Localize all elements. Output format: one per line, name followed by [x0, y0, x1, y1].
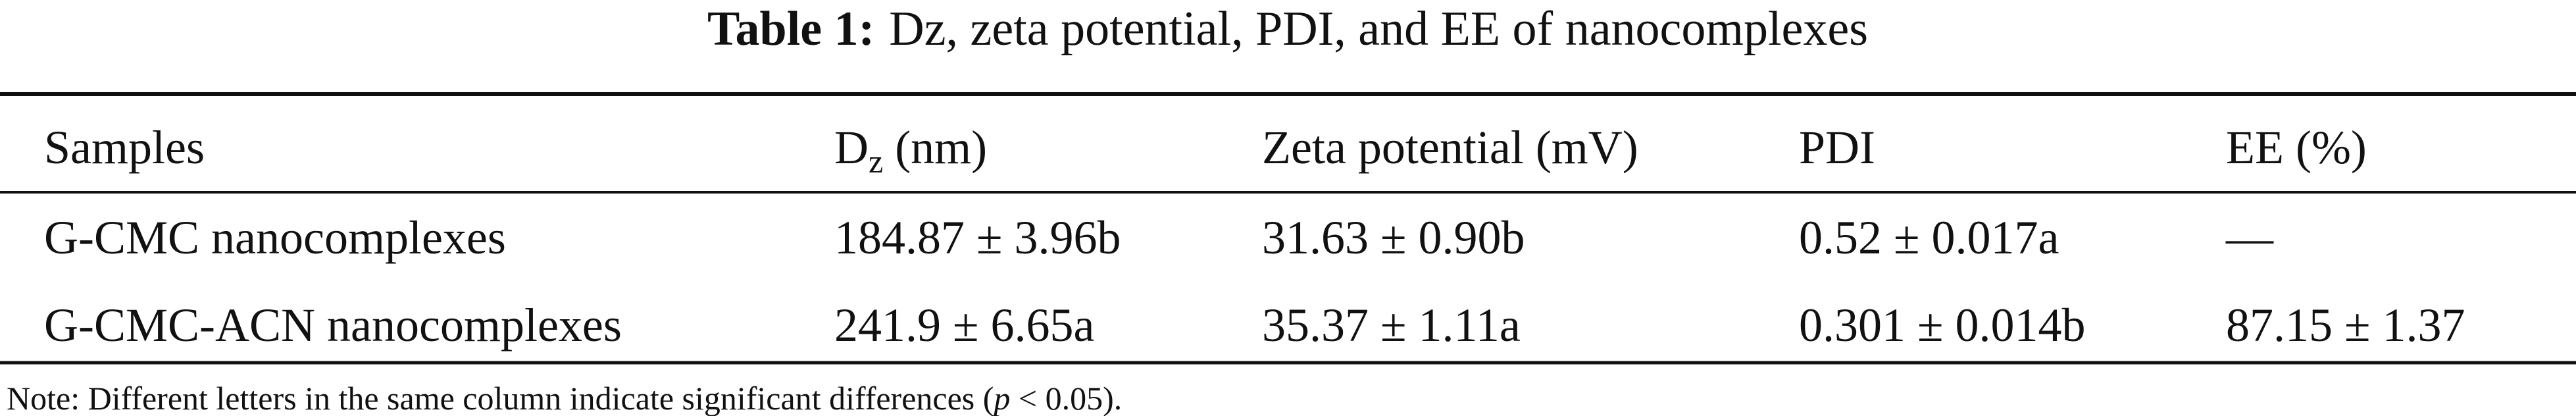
note-text: Note: Different letters in the same colu… [7, 380, 994, 416]
table-cell: 184.87 ± 3.96b [834, 211, 1121, 264]
table-body: Samples Dz (nm) Zeta potential (mV) PDI EE (… [44, 121, 2465, 351]
table-cell: 0.52 ± 0.017a [1799, 211, 2059, 264]
note-italic: p [992, 380, 1010, 416]
header-sub: z [869, 143, 883, 180]
column-header: PDI [1799, 121, 1875, 174]
title-label: Table 1: [707, 2, 874, 56]
note-text: < 0.05). [1010, 380, 1122, 416]
column-header: Dz (nm) [834, 121, 987, 180]
column-header: Samples [44, 121, 205, 174]
table-cell: 87.15 ± 1.37 [2226, 299, 2465, 351]
table-cell: 0.301 ± 0.014b [1799, 299, 2086, 351]
table-cell: 241.9 ± 6.65a [834, 299, 1094, 351]
column-header: EE (%) [2226, 121, 2367, 174]
table-title: Table 1: Dz, zeta potential, PDI, and EE … [707, 2, 1868, 56]
column-header: Zeta potential (mV) [1262, 121, 1638, 174]
table-cell: 31.63 ± 0.90b [1262, 211, 1525, 264]
title-text: Dz, zeta potential, PDI, and EE of nanoc… [889, 2, 1868, 56]
table-cell: — [2225, 211, 2274, 264]
header-rest: (nm) [883, 121, 987, 174]
header-main: D [834, 121, 869, 174]
row-label: G-CMC-ACN nanocomplexes [44, 299, 622, 351]
table-cell: 35.37 ± 1.11a [1262, 299, 1521, 351]
row-label: G-CMC nanocomplexes [44, 211, 506, 264]
table-note: Note: Different letters in the same colu… [7, 380, 1122, 416]
